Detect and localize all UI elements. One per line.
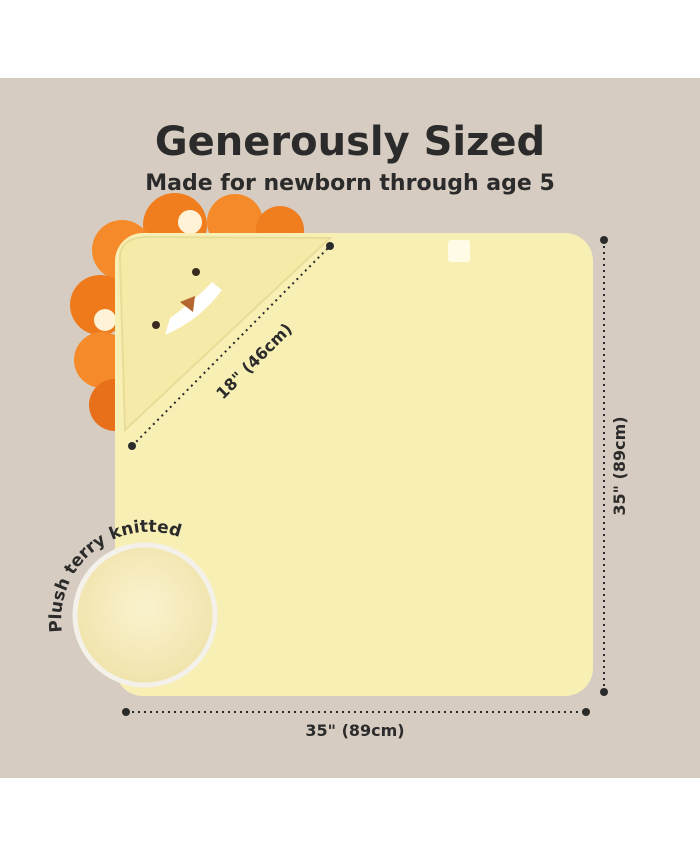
fabric-closeup [72, 542, 218, 688]
dimension-lines [126, 240, 605, 713]
height-label: 35" (89cm) [610, 416, 629, 515]
label-tag [448, 240, 470, 262]
subtitle: Made for newborn through age 5 [145, 171, 555, 196]
hood [118, 235, 333, 433]
towel [115, 233, 593, 696]
title: Generously Sized [155, 119, 545, 165]
dimension-endpoints [122, 236, 608, 716]
lion-face [152, 268, 222, 335]
width-label: 35" (89cm) [305, 721, 404, 740]
